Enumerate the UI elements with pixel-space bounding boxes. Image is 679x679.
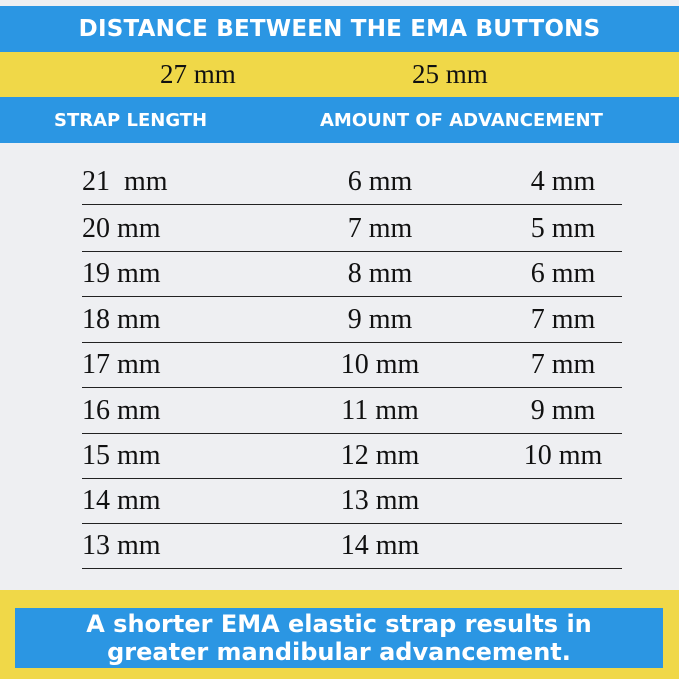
- strap-length-cell: 17 mm: [82, 349, 161, 380]
- table-row: 18 mm 9 mm 7 mm: [82, 296, 622, 343]
- title-banner: DISTANCE BETWEEN THE EMA BUTTONS: [0, 6, 679, 52]
- distance-band: 27 mm 25 mm: [0, 52, 679, 97]
- distance-25: 25 mm: [412, 59, 488, 89]
- strap-length-cell: 16 mm: [82, 395, 161, 426]
- header-band: STRAP LENGTH AMOUNT OF ADVANCEMENT: [0, 97, 679, 143]
- strap-length-cell: 21 mm: [82, 166, 168, 197]
- strap-length-cell: 13 mm: [82, 530, 161, 561]
- table-row: 14 mm 13 mm: [82, 477, 622, 524]
- table-row: 17 mm 10 mm 7 mm: [82, 341, 622, 388]
- strap-length-cell: 15 mm: [82, 440, 161, 471]
- table-row: 21 mm 6 mm 4 mm: [82, 158, 622, 205]
- strap-length-cell: 14 mm: [82, 485, 161, 516]
- strap-length-cell: 19 mm: [82, 258, 161, 289]
- title: DISTANCE BETWEEN THE EMA BUTTONS: [78, 16, 601, 42]
- table-row: 16 mm 11 mm 9 mm: [82, 387, 622, 434]
- distance-27: 27 mm: [160, 59, 236, 89]
- table-row: 19 mm 8 mm 6 mm: [82, 250, 622, 297]
- footer-line-1: A shorter EMA elastic strap results in: [86, 610, 592, 638]
- strap-length-cell: 20 mm: [82, 213, 161, 244]
- footer-box: A shorter EMA elastic strap results in g…: [15, 608, 663, 668]
- header-advancement: AMOUNT OF ADVANCEMENT: [320, 109, 603, 131]
- header-strap-length: STRAP LENGTH: [54, 109, 208, 131]
- table-row: 13 mm 14 mm: [82, 522, 622, 569]
- footer-band: A shorter EMA elastic strap results in g…: [0, 590, 679, 679]
- footer-line-2: greater mandibular advancement.: [107, 638, 571, 666]
- table-row: 15 mm 12 mm 10 mm: [82, 432, 622, 479]
- strap-length-cell: 18 mm: [82, 304, 161, 335]
- table-row: 20 mm 7 mm 5 mm: [82, 205, 622, 252]
